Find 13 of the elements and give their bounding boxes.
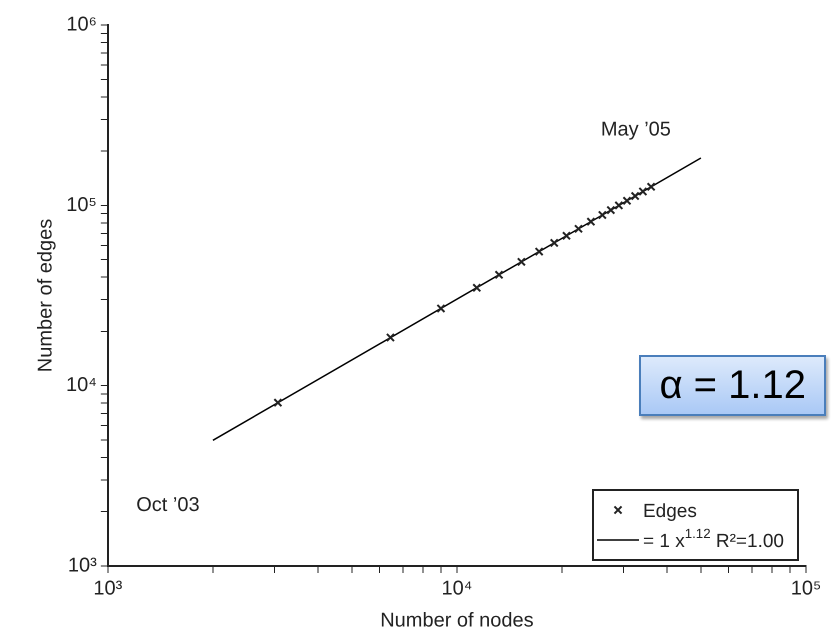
annotation: May ’05 (600, 118, 671, 141)
legend-label: Edges (643, 501, 697, 522)
x-axis-title: Number of nodes (380, 610, 534, 632)
x-tick-label: 10⁴ (442, 578, 472, 600)
y-tick-label: 10⁴ (66, 374, 97, 396)
annotation: Oct ’03 (136, 494, 200, 516)
y-axis-title: Number of edges (34, 218, 57, 372)
x-tick-label: 10⁵ (790, 578, 822, 600)
y-tick-label: 10³ (68, 554, 98, 577)
y-tick-label: 10⁶ (66, 14, 97, 36)
text-box: α = 1.12 (639, 355, 826, 416)
y-tick-label: 10⁵ (66, 194, 97, 216)
x-tick-label: 10³ (93, 578, 123, 600)
